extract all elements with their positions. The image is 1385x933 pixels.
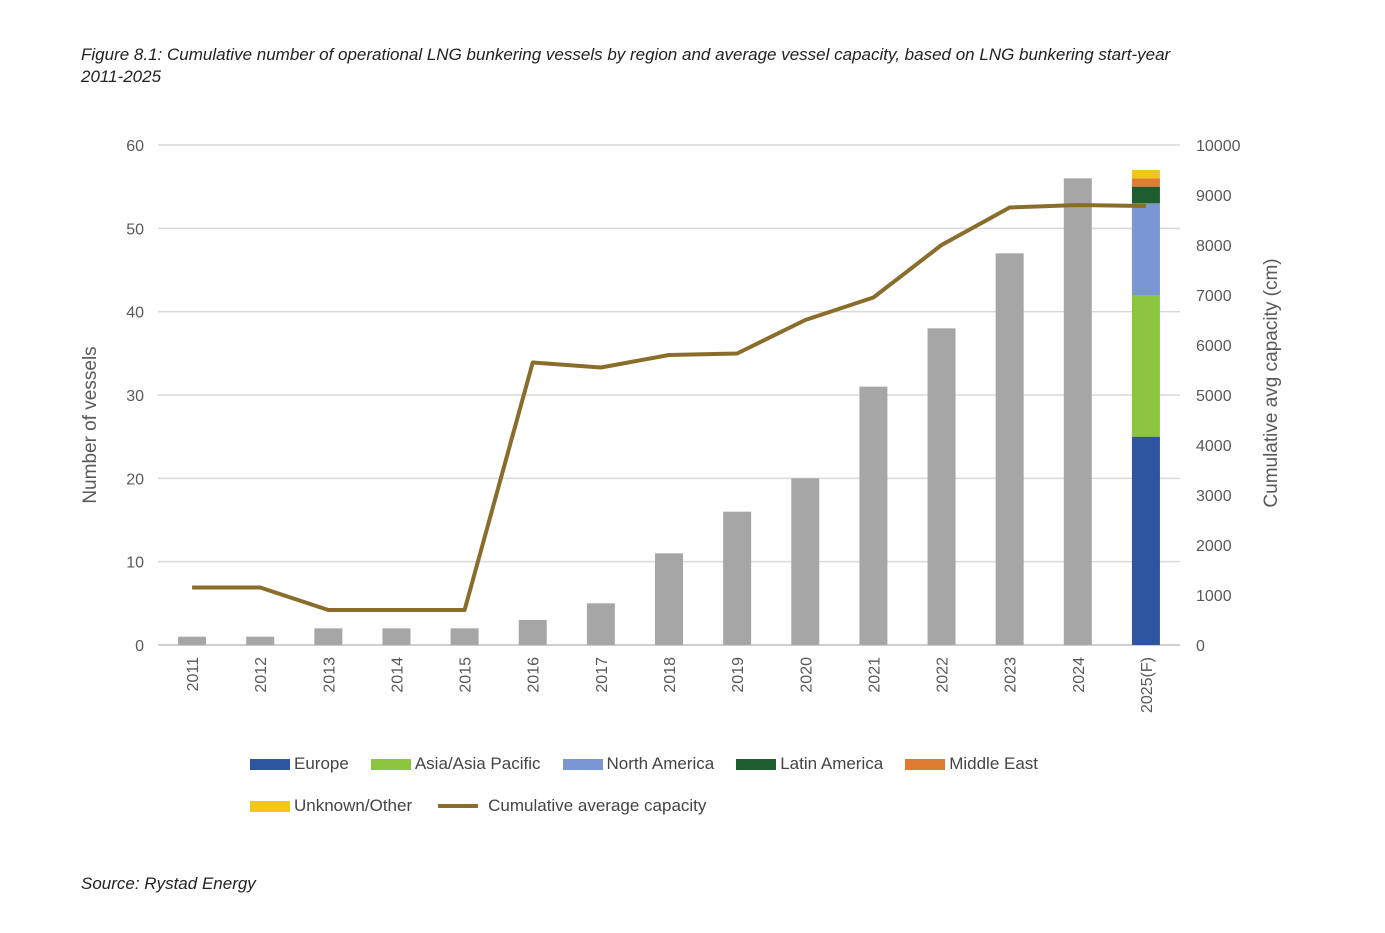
- bar-total-2014: [382, 628, 411, 645]
- x-tick-label: 2021: [866, 657, 883, 693]
- bar-2025-unknown-other: [1131, 170, 1160, 179]
- legend-swatch: [370, 758, 411, 770]
- legend-label: Asia/Asia Pacific: [414, 754, 541, 773]
- y2-tick-label: 0: [1196, 638, 1205, 655]
- bar-2025-middle-east: [1131, 178, 1160, 187]
- legend-swatch: [905, 758, 946, 770]
- source-note: Source: Rystad Energy: [81, 874, 256, 893]
- y2-tick-label: 7000: [1196, 288, 1232, 305]
- y-tick-label: 50: [126, 221, 144, 238]
- legend-item: Asia/Asia Pacific: [370, 754, 541, 774]
- y2-tick-label: 5000: [1196, 388, 1232, 405]
- x-tick-label: 2011: [185, 657, 202, 692]
- y2-tick-label: 3000: [1196, 488, 1232, 505]
- y-tick-label: 30: [126, 388, 144, 405]
- y2-tick-label: 2000: [1196, 538, 1232, 555]
- x-tick-label: 2018: [662, 657, 679, 693]
- bar-total-2012: [246, 636, 275, 645]
- legend-swatch: [562, 758, 603, 770]
- bar-total-2019: [723, 511, 752, 645]
- figure-caption: Figure 8.1: Cumulative number of operati…: [81, 45, 1171, 86]
- legend: Europe Asia/Asia Pacific North America Lati…: [250, 752, 1130, 836]
- y2-tick-label: 9000: [1196, 188, 1232, 205]
- x-tick-label: 2019: [730, 657, 747, 693]
- legend-label: Europe: [294, 754, 349, 773]
- bar-total-2022: [927, 328, 956, 645]
- y-tick-label: 10: [126, 555, 144, 572]
- legend-item: Latin America: [736, 754, 883, 774]
- x-tick-label: 2015: [458, 657, 475, 693]
- bar-2025-europe: [1131, 436, 1160, 645]
- bar-2025-asia-asia-pacific: [1131, 295, 1160, 437]
- x-tick-label: 2025(F): [1139, 657, 1156, 713]
- bar-total-2016: [518, 620, 547, 645]
- y2-tick-label: 10000: [1196, 138, 1241, 155]
- x-tick-label: 2022: [935, 657, 952, 693]
- y-tick-label: 60: [126, 138, 144, 155]
- legend-label: Cumulative average capacity: [488, 796, 707, 815]
- bar-total-2017: [586, 603, 615, 645]
- y-tick-label: 0: [135, 638, 144, 655]
- x-tick-label: 2023: [1003, 657, 1020, 693]
- y-axis-title: Number of vessels: [80, 346, 101, 503]
- legend-label: Unknown/Other: [294, 796, 413, 815]
- legend-item: Europe: [250, 754, 349, 774]
- legend-swatch: [736, 758, 777, 770]
- bar-2025-latin-america: [1131, 186, 1160, 204]
- bar-total-2021: [859, 386, 888, 645]
- x-tick-label: 2012: [253, 657, 270, 693]
- bar-total-2024: [1063, 178, 1092, 646]
- legend-line-swatch: [438, 804, 479, 808]
- legend-label: Latin America: [780, 754, 884, 773]
- bar-total-2011: [178, 636, 207, 645]
- legend-item: Cumulative average capacity: [434, 796, 706, 816]
- legend-label: Middle East: [949, 754, 1039, 773]
- y2-tick-label: 4000: [1196, 438, 1232, 455]
- y2-axis-title: Cumulative avg capacity (cm): [1261, 258, 1282, 507]
- bar-total-2015: [450, 628, 479, 645]
- y-tick-label: 40: [126, 305, 144, 322]
- legend-row: Unknown/Other Cumulative average capacity: [250, 794, 1130, 818]
- legend-row: Europe Asia/Asia Pacific North America Lati…: [250, 752, 1130, 776]
- x-tick-label: 2024: [1071, 657, 1088, 693]
- legend-item: Unknown/Other: [250, 796, 412, 816]
- legend-item: North America: [562, 754, 715, 774]
- x-tick-label: 2013: [321, 657, 338, 693]
- x-tick-label: 2016: [526, 657, 543, 693]
- bar-total-2013: [314, 628, 343, 645]
- x-tick-label: 2017: [594, 657, 611, 693]
- y2-tick-label: 6000: [1196, 338, 1232, 355]
- chart: 0 10 20 30 40 50 60 0 1000 2000 3000 4000 5000 6000 70…: [80, 138, 1282, 713]
- legend-swatch: [250, 758, 290, 770]
- line-cumulative-average-capacity: [192, 203, 1146, 612]
- y2-tick-label: 8000: [1196, 238, 1232, 255]
- legend-swatch: [250, 800, 290, 812]
- legend-item: Middle East: [905, 754, 1038, 774]
- bar-2025-north-america: [1131, 203, 1160, 295]
- y-tick-label: 20: [126, 471, 144, 488]
- x-tick-label: 2020: [798, 657, 815, 693]
- x-tick-label: 2014: [389, 657, 406, 693]
- bar-total-2020: [791, 478, 820, 645]
- bar-total-2023: [995, 253, 1024, 646]
- legend-label: North America: [606, 754, 715, 773]
- y2-tick-label: 1000: [1196, 588, 1232, 605]
- bar-total-2018: [655, 553, 683, 645]
